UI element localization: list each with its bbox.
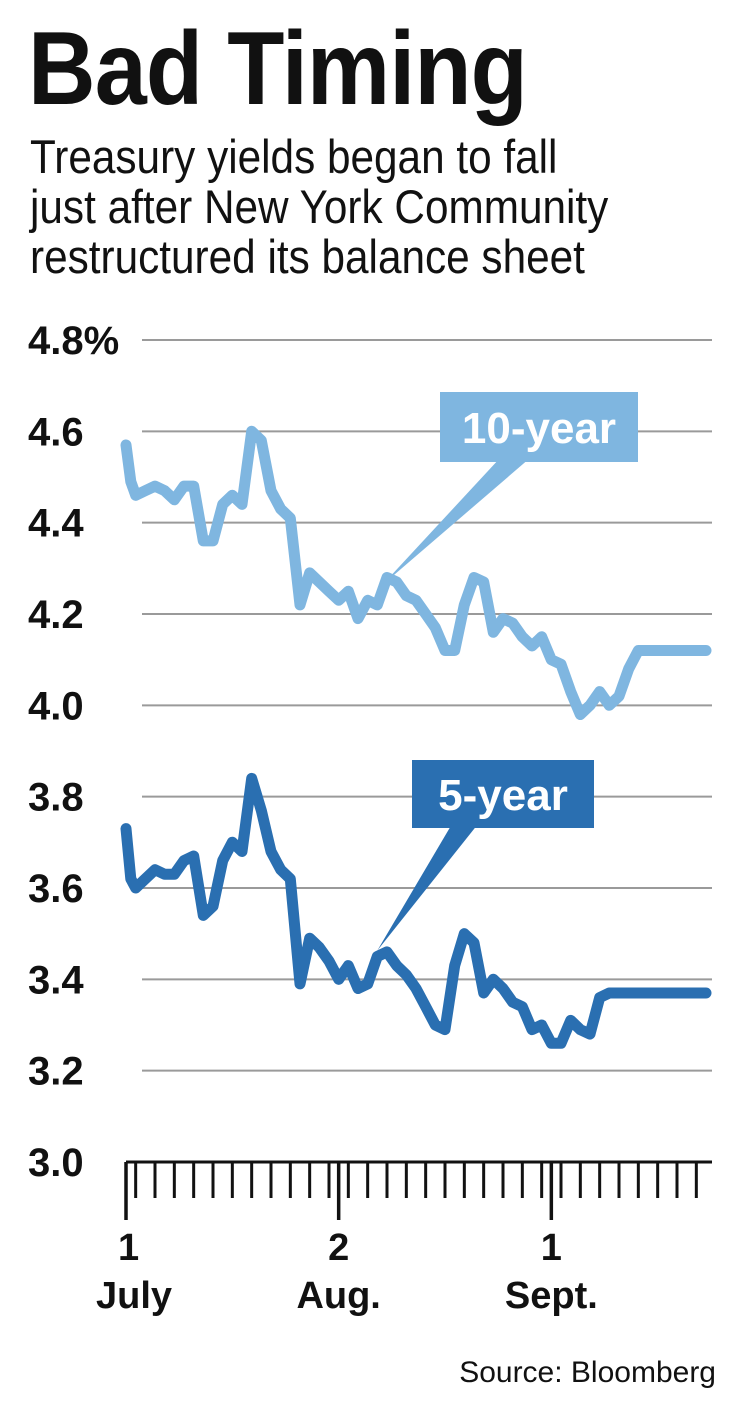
source-note: Source: Bloomberg xyxy=(459,1356,716,1389)
annotation-badge xyxy=(440,392,638,462)
chart-subtitle: Treasury yields began to fall just after… xyxy=(30,132,660,282)
annotation-label: 10-year xyxy=(462,404,616,453)
y-tick-label: 4.6 xyxy=(28,410,84,454)
annotation-badge xyxy=(412,760,594,828)
y-tick-label: 4.4 xyxy=(28,502,84,546)
subtitle-line: just after New York Community xyxy=(30,180,609,233)
annotation-label: 5-year xyxy=(438,771,568,820)
annotation-pointer xyxy=(377,824,478,951)
x-tick-month-label: Aug. xyxy=(296,1275,380,1317)
x-tick-month-label: July xyxy=(96,1275,172,1317)
x-tick-day-label: 1 xyxy=(118,1227,139,1269)
subtitle-line: Treasury yields began to fall xyxy=(30,130,558,183)
y-tick-label: 3.6 xyxy=(28,867,84,911)
y-tick-label: 4.0 xyxy=(28,684,84,728)
series-line-10-year xyxy=(120,425,712,720)
annotation-pointer xyxy=(382,458,530,586)
series-line-5-year xyxy=(120,772,712,1049)
y-tick-label: 4.8% xyxy=(28,319,119,363)
subtitle-line: restructured its balance sheet xyxy=(30,230,585,283)
y-tick-label: 3.4 xyxy=(28,958,84,1002)
x-tick-month-label: Sept. xyxy=(505,1275,598,1317)
y-tick-label: 3.2 xyxy=(28,1050,84,1094)
y-tick-label: 4.2 xyxy=(28,593,84,637)
x-tick-day-label: 2 xyxy=(328,1227,349,1269)
y-tick-label: 3.8 xyxy=(28,776,84,820)
x-tick-day-label: 1 xyxy=(541,1227,562,1269)
chart-title: Bad Timing xyxy=(28,11,528,127)
y-tick-label: 3.0 xyxy=(28,1141,84,1185)
